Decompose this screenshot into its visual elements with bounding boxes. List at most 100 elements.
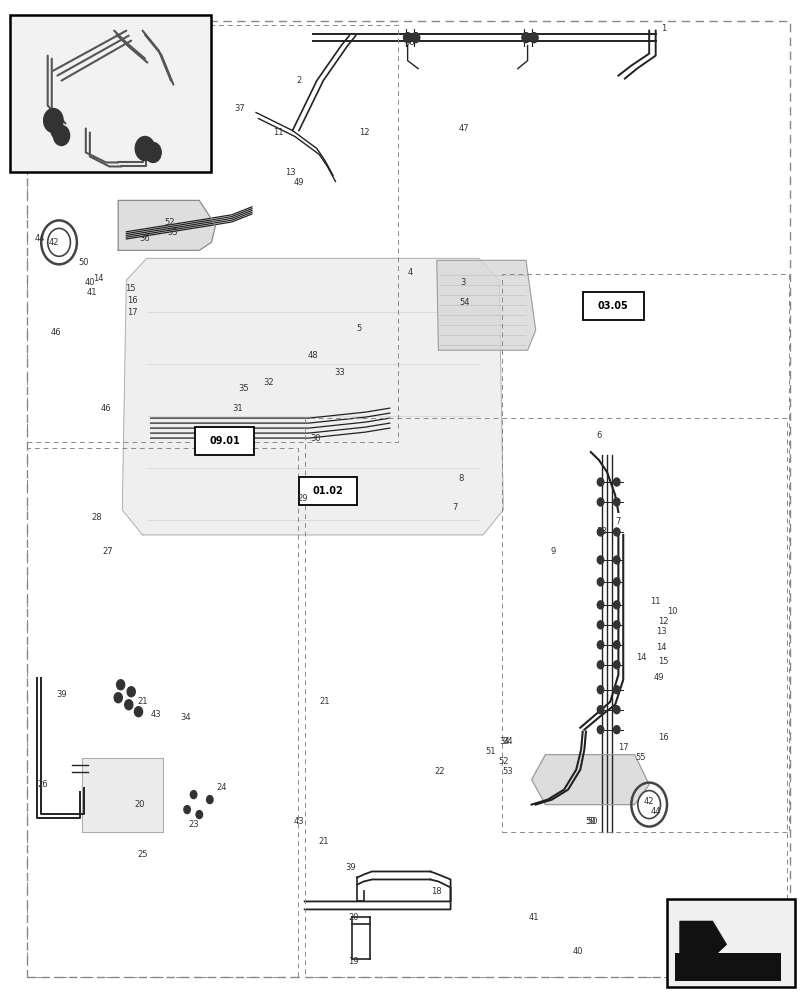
Circle shape bbox=[135, 707, 143, 717]
Text: 30: 30 bbox=[310, 434, 320, 443]
Text: 40: 40 bbox=[84, 278, 95, 287]
Circle shape bbox=[597, 498, 603, 506]
Polygon shape bbox=[531, 755, 648, 805]
Text: 44: 44 bbox=[650, 807, 660, 816]
Text: 28: 28 bbox=[91, 513, 101, 522]
Text: 16: 16 bbox=[658, 733, 668, 742]
Circle shape bbox=[613, 478, 620, 486]
Circle shape bbox=[54, 126, 70, 145]
Circle shape bbox=[613, 641, 620, 649]
Circle shape bbox=[145, 142, 161, 162]
Text: 32: 32 bbox=[263, 378, 273, 387]
Circle shape bbox=[127, 687, 135, 697]
Circle shape bbox=[613, 726, 620, 734]
Bar bbox=[304, 418, 786, 977]
Text: 34: 34 bbox=[180, 713, 191, 722]
Circle shape bbox=[613, 706, 620, 714]
Text: 43: 43 bbox=[151, 710, 161, 719]
Circle shape bbox=[597, 621, 603, 629]
Text: 01.02: 01.02 bbox=[312, 486, 343, 496]
Text: 14: 14 bbox=[92, 274, 103, 283]
Circle shape bbox=[597, 528, 603, 536]
Circle shape bbox=[530, 33, 538, 43]
Text: 22: 22 bbox=[434, 767, 444, 776]
Circle shape bbox=[613, 498, 620, 506]
Text: 44: 44 bbox=[34, 234, 45, 243]
Text: 53: 53 bbox=[501, 767, 512, 776]
Circle shape bbox=[206, 796, 212, 804]
Text: 15: 15 bbox=[658, 657, 668, 666]
Circle shape bbox=[135, 137, 155, 160]
Text: 17: 17 bbox=[127, 308, 138, 317]
Circle shape bbox=[597, 706, 603, 714]
Circle shape bbox=[51, 123, 64, 139]
Circle shape bbox=[597, 686, 603, 694]
Text: 38: 38 bbox=[596, 527, 607, 536]
Text: 11: 11 bbox=[272, 128, 283, 137]
Bar bbox=[298, 477, 357, 505]
Circle shape bbox=[117, 680, 125, 690]
Text: 09.01: 09.01 bbox=[208, 436, 239, 446]
Polygon shape bbox=[118, 200, 215, 250]
Text: 40: 40 bbox=[572, 947, 582, 956]
Text: 13: 13 bbox=[285, 168, 296, 177]
Text: 21: 21 bbox=[137, 697, 148, 706]
Polygon shape bbox=[82, 758, 163, 832]
Circle shape bbox=[521, 33, 530, 43]
Circle shape bbox=[597, 726, 603, 734]
Circle shape bbox=[613, 621, 620, 629]
Text: 34: 34 bbox=[499, 737, 509, 746]
Text: 36: 36 bbox=[139, 234, 150, 243]
Text: 47: 47 bbox=[458, 124, 469, 133]
Text: 1: 1 bbox=[660, 24, 666, 33]
Text: 7: 7 bbox=[452, 503, 457, 512]
Bar bbox=[501, 274, 788, 832]
Text: 23: 23 bbox=[188, 820, 199, 829]
Circle shape bbox=[44, 109, 63, 133]
Text: 39: 39 bbox=[345, 863, 356, 872]
Text: 50: 50 bbox=[586, 817, 597, 826]
Circle shape bbox=[613, 661, 620, 669]
Text: 2: 2 bbox=[296, 76, 301, 85]
Text: 7: 7 bbox=[615, 517, 620, 526]
Text: 49: 49 bbox=[294, 178, 304, 187]
Text: 52: 52 bbox=[164, 218, 174, 227]
Circle shape bbox=[613, 578, 620, 586]
Circle shape bbox=[597, 556, 603, 564]
Circle shape bbox=[403, 33, 411, 43]
Polygon shape bbox=[436, 260, 535, 350]
Text: 5: 5 bbox=[356, 324, 361, 333]
Text: 12: 12 bbox=[658, 617, 668, 626]
Text: 41: 41 bbox=[528, 913, 539, 922]
Bar bbox=[195, 427, 253, 455]
Circle shape bbox=[114, 693, 122, 703]
Text: 20: 20 bbox=[348, 913, 358, 922]
Text: 4: 4 bbox=[407, 268, 412, 277]
Text: 18: 18 bbox=[431, 887, 441, 896]
Text: 46: 46 bbox=[101, 404, 111, 413]
Circle shape bbox=[613, 601, 620, 609]
Circle shape bbox=[597, 578, 603, 586]
Text: 27: 27 bbox=[102, 547, 113, 556]
Text: 34: 34 bbox=[501, 737, 512, 746]
Text: 26: 26 bbox=[37, 780, 48, 789]
Text: 43: 43 bbox=[294, 817, 304, 826]
Text: 8: 8 bbox=[458, 474, 463, 483]
Circle shape bbox=[183, 806, 190, 814]
Bar bbox=[27, 448, 298, 977]
Text: 13: 13 bbox=[655, 627, 666, 636]
Text: 14: 14 bbox=[655, 643, 666, 652]
Text: 20: 20 bbox=[135, 800, 145, 809]
Bar bbox=[27, 25, 397, 442]
Text: 12: 12 bbox=[358, 128, 369, 137]
Circle shape bbox=[613, 686, 620, 694]
Text: 15: 15 bbox=[125, 284, 135, 293]
Text: 9: 9 bbox=[550, 547, 556, 556]
Text: 38: 38 bbox=[404, 38, 415, 47]
Text: 6: 6 bbox=[595, 431, 601, 440]
Text: 55: 55 bbox=[635, 753, 646, 762]
Text: 35: 35 bbox=[238, 384, 249, 393]
Text: 41: 41 bbox=[87, 288, 97, 297]
Text: 21: 21 bbox=[318, 837, 328, 846]
Text: 50: 50 bbox=[78, 258, 88, 267]
